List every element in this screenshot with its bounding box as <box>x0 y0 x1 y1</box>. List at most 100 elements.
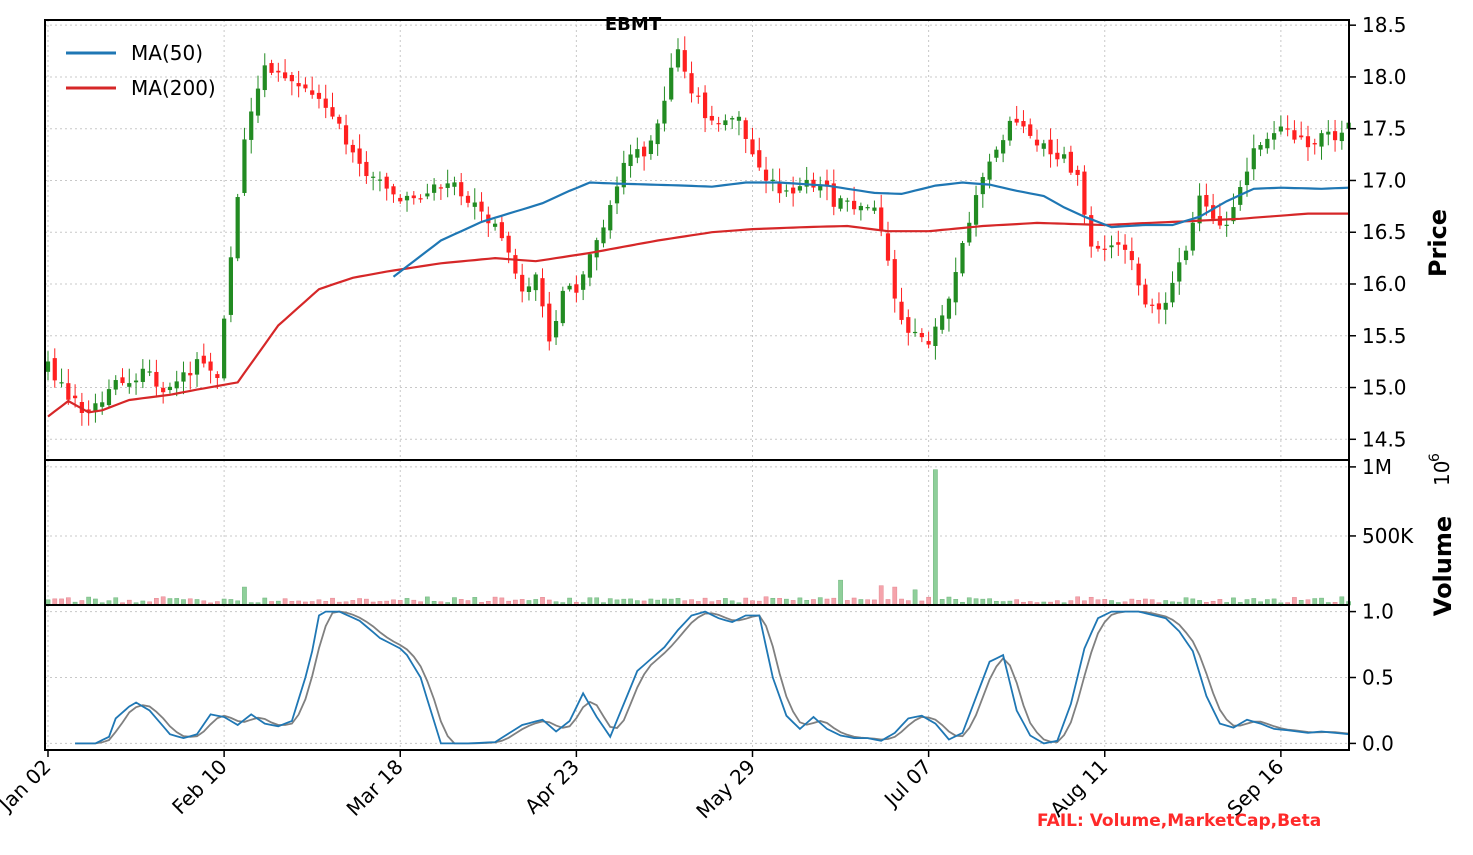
candle-body <box>601 227 606 244</box>
candle <box>310 76 315 99</box>
candle <box>1305 125 1311 161</box>
candle <box>404 191 410 212</box>
candle <box>66 369 71 405</box>
legend-label-ma200: MA(200) <box>131 76 216 100</box>
candle-body <box>208 361 213 371</box>
candle-body <box>885 233 891 261</box>
volume-bar <box>567 597 572 606</box>
candle <box>1143 278 1148 308</box>
candle-body <box>1041 143 1046 149</box>
candle-body <box>343 125 349 145</box>
candle <box>282 59 288 81</box>
candle <box>330 92 335 120</box>
candle <box>1095 240 1101 252</box>
candle-body <box>465 195 471 203</box>
volume-exponent-base: 10 <box>1430 461 1454 486</box>
candle-body <box>323 98 328 108</box>
candle <box>465 191 471 208</box>
candle <box>1271 121 1277 150</box>
candle <box>188 361 193 390</box>
candle-body <box>194 359 200 375</box>
candle-body <box>1143 284 1148 305</box>
price-tick-label: 16.5 <box>1362 220 1407 244</box>
candle-body <box>188 372 193 376</box>
candle-body <box>86 409 91 412</box>
candle-body <box>1265 138 1270 149</box>
candle <box>777 168 782 203</box>
candle-body <box>181 372 186 382</box>
candle-body <box>303 84 308 89</box>
candle <box>648 135 653 160</box>
candle-body <box>282 72 288 79</box>
candle-body <box>459 182 464 197</box>
candle-body <box>120 377 125 384</box>
price-tick-label: 15.5 <box>1362 324 1407 348</box>
candle <box>818 176 823 198</box>
candle-body <box>594 240 599 258</box>
candle-body <box>1231 207 1236 222</box>
stochastic-lines <box>75 610 1349 745</box>
candle-body <box>560 290 565 324</box>
candle-body <box>242 139 247 193</box>
volume-bar <box>926 596 931 606</box>
candle <box>1332 119 1338 152</box>
volume-bar <box>492 596 498 606</box>
candle-body <box>1305 136 1311 148</box>
candle-body <box>411 195 416 199</box>
price-y-axis: 14.5 15.0 15.5 16.0 16.5 17.0 17.5 18.0 18.5 <box>1349 13 1407 451</box>
candle-body <box>472 202 477 207</box>
candle <box>940 304 945 334</box>
stochastic-tick-label: 0.0 <box>1362 731 1394 755</box>
candle <box>350 139 355 163</box>
candle <box>608 200 613 239</box>
candle-body <box>736 116 742 121</box>
candle-body <box>1190 222 1195 251</box>
candle-body <box>702 92 708 119</box>
candle <box>831 169 836 216</box>
candle <box>581 271 586 301</box>
candle <box>723 114 728 131</box>
ma200-line <box>47 212 1349 418</box>
candle <box>1183 245 1189 265</box>
candle-body <box>1116 242 1121 245</box>
candle <box>343 114 349 155</box>
candle-body <box>174 381 179 389</box>
candle-body <box>1204 194 1209 207</box>
volume-bar <box>777 598 782 606</box>
candle <box>1251 134 1256 181</box>
candle <box>520 263 525 303</box>
candle <box>730 115 735 129</box>
candle-body <box>852 200 857 210</box>
candle <box>276 62 281 82</box>
candle <box>337 114 342 130</box>
candle <box>364 151 369 184</box>
candle <box>59 368 64 388</box>
candle <box>906 309 911 346</box>
candle-body <box>682 50 687 72</box>
candle <box>1197 183 1202 232</box>
volume-exponent-power: 6 <box>1427 453 1443 462</box>
candle-body <box>438 187 443 189</box>
candle <box>1204 183 1209 216</box>
candle-body <box>113 380 118 390</box>
candle <box>1326 120 1331 146</box>
candle <box>689 61 694 103</box>
candle-body <box>1170 282 1175 303</box>
candle-body <box>1028 124 1033 136</box>
candle <box>696 87 701 104</box>
volume-bar <box>262 597 268 606</box>
candle <box>154 359 159 398</box>
candle-body <box>235 197 240 259</box>
candle-body <box>384 176 389 189</box>
candle <box>662 86 667 132</box>
candle <box>1102 235 1107 261</box>
candle <box>371 171 376 191</box>
candle-body <box>526 286 532 293</box>
candle <box>973 185 979 237</box>
candle <box>228 246 233 323</box>
candle-body <box>140 368 145 382</box>
candle-body <box>662 100 667 124</box>
candle-body <box>1197 195 1202 224</box>
candle <box>432 178 437 201</box>
